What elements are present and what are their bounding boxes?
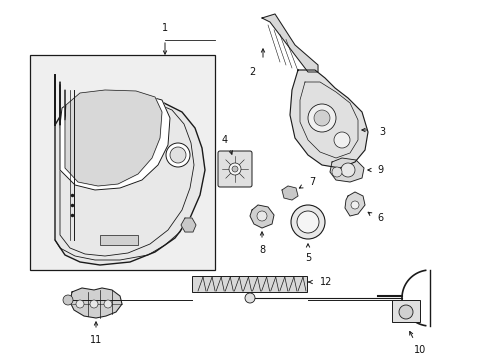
Text: 2: 2 <box>248 67 255 77</box>
Text: 4: 4 <box>222 135 227 145</box>
Text: 3: 3 <box>378 127 384 137</box>
Text: 5: 5 <box>304 253 310 263</box>
Polygon shape <box>345 192 364 216</box>
Text: 7: 7 <box>308 177 314 187</box>
Text: 9: 9 <box>376 165 382 175</box>
Circle shape <box>290 205 325 239</box>
Circle shape <box>333 132 349 148</box>
Polygon shape <box>249 205 273 228</box>
Bar <box>100 235 138 245</box>
FancyBboxPatch shape <box>218 151 251 187</box>
Text: 8: 8 <box>259 245 264 255</box>
Circle shape <box>296 211 318 233</box>
Circle shape <box>63 295 73 305</box>
Text: 1: 1 <box>162 23 168 33</box>
Circle shape <box>228 163 241 175</box>
Bar <box>391 300 419 322</box>
Circle shape <box>104 300 112 308</box>
Circle shape <box>244 293 254 303</box>
Polygon shape <box>329 158 363 182</box>
Circle shape <box>170 147 185 163</box>
Polygon shape <box>282 186 297 200</box>
Polygon shape <box>70 288 122 318</box>
Circle shape <box>331 167 341 177</box>
Circle shape <box>313 110 329 126</box>
Text: 6: 6 <box>376 213 382 223</box>
Bar <box>192 276 306 292</box>
Polygon shape <box>65 90 162 186</box>
Circle shape <box>398 305 412 319</box>
Polygon shape <box>262 14 317 72</box>
Circle shape <box>165 143 190 167</box>
Polygon shape <box>60 85 170 190</box>
Circle shape <box>90 300 98 308</box>
Circle shape <box>340 163 354 177</box>
Bar <box>30 55 215 270</box>
Polygon shape <box>55 75 204 265</box>
Text: 11: 11 <box>90 335 102 345</box>
Text: 10: 10 <box>413 345 425 355</box>
Circle shape <box>257 211 266 221</box>
Circle shape <box>350 201 358 209</box>
Circle shape <box>76 300 84 308</box>
Circle shape <box>307 104 335 132</box>
Polygon shape <box>289 70 367 168</box>
Text: 12: 12 <box>319 277 331 287</box>
Circle shape <box>231 166 238 172</box>
Polygon shape <box>181 218 196 232</box>
